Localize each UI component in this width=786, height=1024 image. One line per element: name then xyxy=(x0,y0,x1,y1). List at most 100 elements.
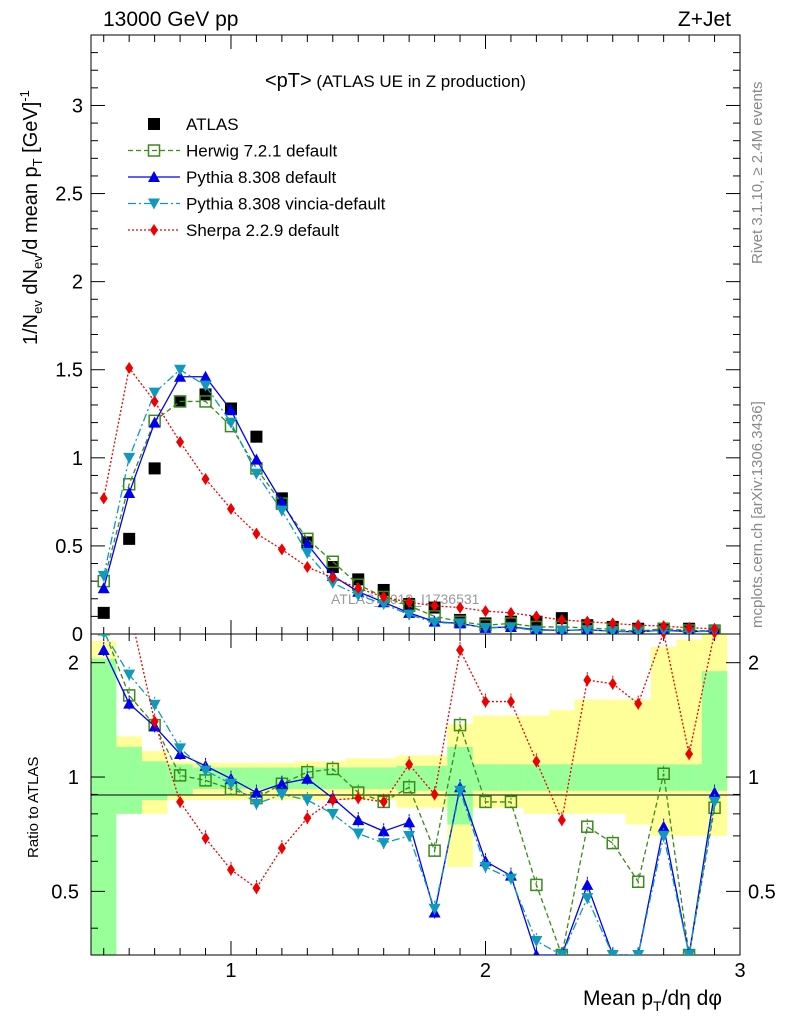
data-point xyxy=(123,532,136,545)
data-point xyxy=(174,370,187,382)
main-series-sherpa-2-2-9-default xyxy=(99,361,719,634)
x-axis-label: Mean pT/dη dφ xyxy=(583,987,722,1014)
data-point xyxy=(533,949,540,955)
data-point xyxy=(275,777,288,789)
data-point xyxy=(252,527,261,540)
main-y-tick-label: 1.5 xyxy=(55,360,83,382)
data-point xyxy=(252,882,261,895)
ratio-y-tick-label-left: 1 xyxy=(68,767,79,789)
ratio-y-tick-label-right: 0.5 xyxy=(748,881,776,903)
data-point xyxy=(428,903,441,915)
band-outer-segment xyxy=(574,699,601,814)
band-inner-segment xyxy=(625,764,651,791)
data-point xyxy=(148,416,161,428)
data-point xyxy=(328,571,337,584)
legend-label: Pythia 8.308 default xyxy=(186,168,337,187)
data-point xyxy=(250,786,263,798)
data-point xyxy=(530,878,543,892)
data-point xyxy=(606,836,619,850)
tick-labels: 0 0.5 1 1.5 2 2.5 3 0.5 0.5 1 1 2 2 1 2 3 xyxy=(51,95,776,982)
data-point xyxy=(532,610,541,623)
data-point xyxy=(581,820,594,833)
data-point xyxy=(631,875,645,889)
data-point xyxy=(710,622,719,634)
data-point xyxy=(581,625,594,634)
side-rivet-label: Rivet 3.1.10, ≥ 2.4M events xyxy=(749,82,766,265)
data-point xyxy=(328,794,337,807)
data-point xyxy=(453,718,467,732)
data-point xyxy=(224,404,237,416)
data-point xyxy=(711,634,718,639)
data-point xyxy=(148,462,161,475)
band-inner-segment xyxy=(370,767,397,790)
x-tick-label: 2 xyxy=(480,960,491,982)
ratio-y-axis-label: Ratio to ATLAS xyxy=(25,757,42,858)
data-point xyxy=(148,387,161,399)
data-point xyxy=(504,873,517,885)
data-point xyxy=(303,561,312,574)
data-point xyxy=(150,224,158,236)
band-inner-segment xyxy=(472,764,499,791)
data-point xyxy=(147,144,161,157)
data-point xyxy=(532,755,541,768)
data-point xyxy=(97,570,110,582)
data-point xyxy=(606,950,619,955)
data-point xyxy=(250,468,263,480)
ratio-series-sherpa-2-2-9-default xyxy=(134,634,718,897)
data-point xyxy=(123,669,136,681)
data-point xyxy=(708,796,721,808)
legend-item: Sherpa 2.2.9 default xyxy=(128,221,339,240)
data-point xyxy=(301,547,314,559)
legend-item: ATLAS xyxy=(148,115,239,134)
band-inner-segment xyxy=(701,671,728,791)
data-point xyxy=(148,699,161,711)
band-outer-segment xyxy=(472,715,499,808)
main-series xyxy=(97,361,721,634)
data-point xyxy=(403,830,416,842)
data-point xyxy=(148,198,160,210)
data-point xyxy=(557,814,566,827)
data-point xyxy=(377,838,390,850)
data-point xyxy=(583,615,592,628)
x-tick-label: 3 xyxy=(734,960,745,982)
data-point xyxy=(454,785,467,797)
data-point xyxy=(379,591,388,604)
data-point xyxy=(405,758,414,771)
data-point xyxy=(657,767,670,781)
ratio-y-tick-label-left: 0.5 xyxy=(51,881,79,903)
data-point xyxy=(481,695,490,708)
data-point xyxy=(354,792,363,805)
data-point xyxy=(326,762,340,776)
band-inner-segment xyxy=(600,764,626,791)
data-point xyxy=(660,634,667,639)
ratio-y-tick-label-right: 2 xyxy=(748,653,759,675)
main-y-tick-label: 0 xyxy=(72,624,83,646)
data-point xyxy=(275,505,288,517)
data-point xyxy=(250,453,263,465)
data-point xyxy=(481,605,490,618)
band-inner-segment xyxy=(574,764,601,791)
band-inner-segment xyxy=(498,764,524,791)
data-point xyxy=(632,950,645,955)
data-point xyxy=(250,430,263,443)
data-point xyxy=(530,936,543,948)
main-y-tick-label: 0.5 xyxy=(55,536,83,558)
data-point xyxy=(354,582,363,595)
data-point xyxy=(405,596,414,609)
data-point xyxy=(685,621,694,634)
data-point xyxy=(224,778,237,790)
data-point xyxy=(428,617,441,629)
legend-label: Sherpa 2.2.9 default xyxy=(186,221,339,240)
data-point xyxy=(352,814,365,826)
band-inner-segment xyxy=(320,767,346,790)
band-inner-segment xyxy=(549,764,575,791)
process-label: Z+Jet xyxy=(678,8,731,31)
data-point xyxy=(377,599,390,611)
data-point xyxy=(97,582,110,594)
data-point xyxy=(173,395,187,408)
data-point xyxy=(608,617,617,630)
data-point xyxy=(634,697,643,710)
band-inner-segment xyxy=(91,658,117,955)
data-point xyxy=(199,765,212,777)
data-point xyxy=(428,844,441,857)
